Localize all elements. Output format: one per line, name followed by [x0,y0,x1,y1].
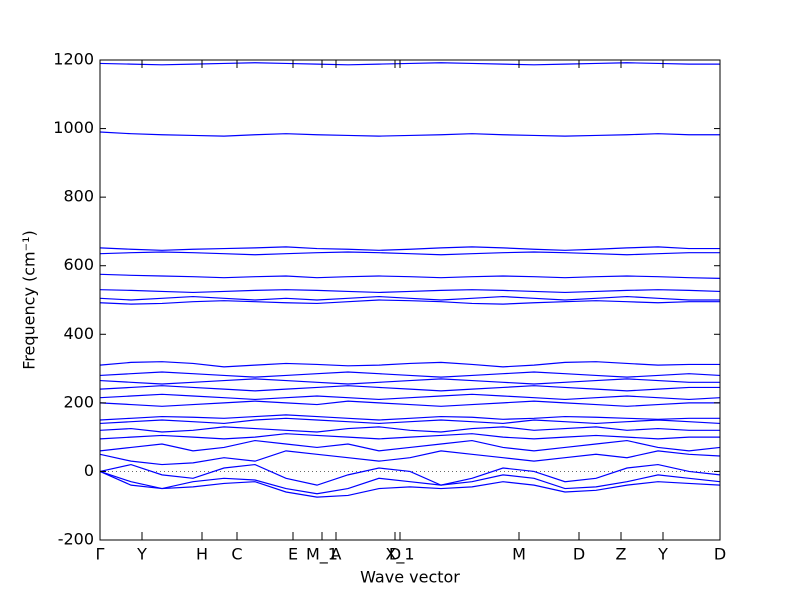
y-axis-label: Frequency (cm⁻¹) [20,230,39,369]
x-tick-label: M_1 [306,545,338,565]
x-tick-label: A [331,545,342,564]
y-tick-label: 400 [63,324,94,343]
y-tick-label: 800 [63,187,94,206]
x-tick-label: Y [136,545,147,564]
band-line [99,400,720,407]
band-line [99,251,720,256]
x-tick-label: D [389,545,401,564]
x-tick-label: C [231,545,242,564]
band-line [99,378,720,385]
y-tick-label: 200 [63,392,94,411]
band-line [99,295,720,301]
band-line [99,361,720,368]
band-line [99,273,721,279]
band-line [99,470,721,495]
x-tick-label: H [196,545,208,564]
x-tick-label: D [573,545,585,564]
x-axis-label: Wave vector [360,568,460,587]
band-line [99,450,721,466]
band-line [99,414,720,421]
x-tick-label: X_1 [385,545,414,565]
x-tick-label: E [288,545,298,564]
band-line [99,62,720,66]
x-tick-label: Z [616,545,627,564]
band-line [99,299,720,305]
band-line [99,470,721,498]
plot-frame [99,59,721,541]
y-tick-label: 1000 [53,118,94,137]
x-tick-label: M [512,545,526,564]
x-tick-label: D [714,545,726,564]
y-tick-label: 0 [84,461,94,480]
band-line [99,393,721,401]
band-line [99,417,721,425]
y-tick-label: 600 [63,255,94,274]
band-line [99,463,721,486]
band-line [99,426,720,433]
y-tick-label: 1200 [53,50,94,69]
band-line [99,439,721,452]
band-line [99,131,720,137]
x-tick-label: Γ [96,545,105,564]
band-line [99,289,721,294]
x-tick-label: Y [657,545,668,564]
band-line [99,371,721,378]
band-line [99,246,720,251]
band-line [99,433,720,440]
band-line [99,385,720,392]
y-tick-label: -200 [58,530,94,549]
